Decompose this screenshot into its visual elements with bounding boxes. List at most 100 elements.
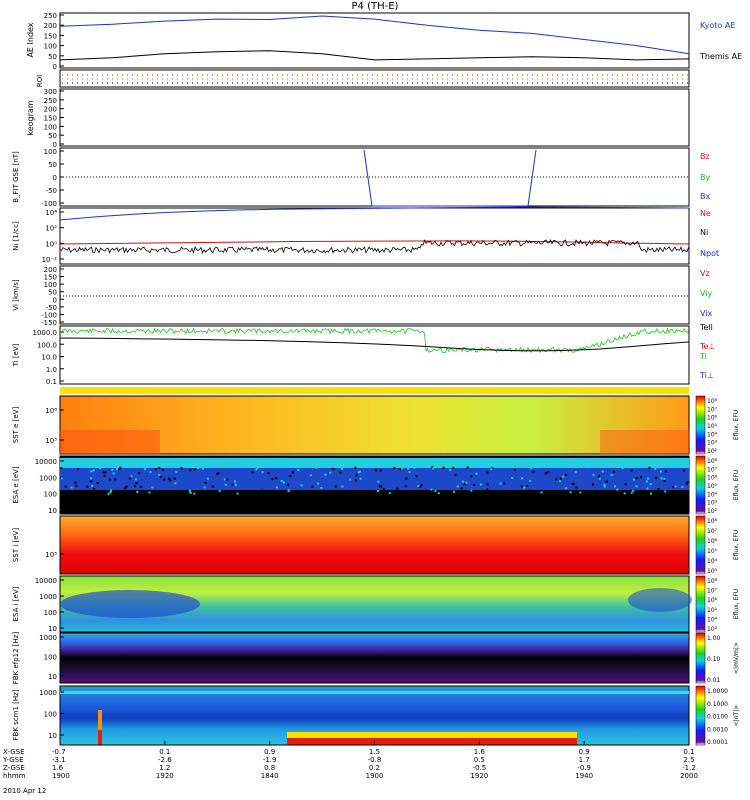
- esa-e-speckle: [169, 479, 172, 482]
- esa-e-speckle: [217, 472, 220, 475]
- x-tick-label: 0.2: [369, 764, 380, 772]
- x-tick-label: 1.7: [579, 756, 590, 764]
- y-tick-label: 100: [44, 123, 57, 131]
- esa-e-speckle: [287, 489, 290, 492]
- esa-i-panel: 10000 1000 100 10 ESA i [eV]: [12, 575, 692, 633]
- esa-e-speckle: [282, 481, 285, 484]
- x-tick-label: -3.1: [52, 756, 66, 764]
- esa-e-speckle: [574, 471, 577, 474]
- esa-e-speckle: [404, 485, 407, 488]
- y-tick-label: 200: [44, 22, 57, 30]
- esa-e-speckle: [102, 471, 105, 474]
- x-tick-label: 0.8: [264, 764, 275, 772]
- esa-e-speckle: [454, 473, 457, 476]
- esa-e-speckle: [431, 466, 434, 469]
- esa-e-speckle: [466, 492, 469, 495]
- colorbar-tick-label: 10⁴: [707, 616, 718, 623]
- esa-e-speckle: [174, 482, 177, 485]
- keogram-ylabel: keogram: [26, 100, 35, 135]
- sst-e-yticks: 10⁶ 10⁵: [45, 407, 64, 445]
- axis-date: 2010 Apr 12: [3, 787, 46, 795]
- esa-e-speckle: [536, 466, 539, 469]
- esa-e-speckle: [289, 475, 292, 477]
- esa-e-speckle: [90, 480, 93, 483]
- plot-title: P4 (TH-E): [352, 1, 399, 12]
- esa-e-speckle: [93, 487, 96, 490]
- esa-e-speckle: [528, 489, 531, 492]
- sst-e-panel: 10⁶ 10⁵ SST e [eV]: [12, 395, 690, 455]
- esa-e-speckle: [339, 466, 342, 469]
- y-tick-label: 10.0: [41, 354, 57, 362]
- esa-e-speckle: [138, 471, 141, 474]
- esa-e-speckle: [632, 489, 635, 492]
- colorbar-tick-label: 10⁵: [707, 423, 718, 430]
- colorbar-tick-label: 10⁷: [707, 406, 718, 413]
- esa-e-speckle: [501, 491, 504, 494]
- x-tick-label: -2.6: [158, 756, 172, 764]
- legend-ti: Ti: [699, 352, 707, 361]
- esa-e-speckle: [163, 478, 166, 481]
- esa-e-speckle: [579, 491, 582, 494]
- esa-e-speckle: [407, 467, 410, 470]
- status-strip: [60, 387, 689, 394]
- time-axis: X-GSEY-GSEZ-GSEhhmm-0.7-3.11.619000.1-2.…: [2, 741, 698, 780]
- esa-e-speckle: [478, 490, 481, 493]
- y-tick-label: 10: [48, 507, 57, 515]
- esa-e-speckle: [193, 468, 196, 471]
- esa-e-speckle: [645, 480, 648, 483]
- esa-e-speckle: [189, 469, 192, 472]
- esa-e-speckle: [377, 490, 380, 492]
- esa-e-speckle: [473, 483, 475, 486]
- y-tick-label: 1000: [39, 689, 57, 697]
- esa-e-speckle: [479, 483, 482, 486]
- esa-e-speckle: [261, 471, 264, 474]
- esa-e-speckle: [329, 471, 332, 474]
- colorbar-label: Eflux, EFU: [733, 589, 740, 619]
- fbk-e-panel: 1000 100 10 FBK efp12 [Hz]: [12, 632, 690, 684]
- esa-e-speckle: [511, 477, 514, 479]
- density-panel: 10⁴ 10² 10⁰ 10⁻² Ni [1/cc] Ne Ni Npot: [12, 206, 719, 265]
- esa-e-speckle: [103, 474, 106, 477]
- esa-e-speckle: [204, 482, 207, 484]
- esa-e-speckle: [486, 471, 489, 474]
- esa-e-speckle: [311, 485, 314, 488]
- esa-e-speckle: [555, 478, 558, 481]
- esa-e-speckle: [365, 490, 368, 493]
- x-tick-label: 1.6: [474, 748, 486, 756]
- esa-e-speckle: [236, 492, 239, 495]
- ae-ylabel: AE Index: [26, 22, 35, 57]
- esa-e-speckle: [603, 483, 606, 486]
- y-tick-label: 1000: [39, 634, 57, 642]
- colorbar-label: Eflux, EFU: [733, 530, 740, 560]
- esa-e-speckle: [139, 486, 142, 489]
- x-tick-label: 1.5: [369, 748, 380, 756]
- esa-e-speckle: [463, 483, 466, 485]
- esa-e-speckle: [159, 476, 162, 478]
- esa-e-speckle: [349, 478, 352, 481]
- colorbar-tick-label: 0.0100: [707, 714, 728, 721]
- esa-e-speckle: [339, 471, 342, 474]
- esa-e-speckle: [592, 483, 594, 486]
- esa-e-speckle: [134, 485, 136, 488]
- legend-themis-ae: Themis AE: [699, 52, 742, 61]
- legend-tell: Tell: [699, 323, 713, 332]
- esa-e-speckle: [77, 467, 80, 470]
- ae-frame: [59, 12, 690, 69]
- esa-e-speckle: [251, 471, 254, 474]
- colorbar-tick-label: 10⁷: [707, 528, 718, 535]
- legend-ne: Ne: [700, 209, 711, 218]
- esa-e-speckle: [125, 486, 128, 488]
- esa-e-speckle: [520, 485, 523, 488]
- esa-e-speckle: [223, 478, 226, 481]
- esa-e-speckle: [355, 479, 357, 482]
- sst-e-ylabel: SST e [eV]: [12, 406, 20, 443]
- esa-e-speckle: [646, 487, 649, 490]
- y-tick-label: 100: [44, 609, 57, 617]
- esa-e-speckle: [639, 476, 642, 479]
- colorbar-tick-label: 10²: [707, 448, 718, 455]
- axis-row-label: Y-GSE: [2, 756, 24, 764]
- esa-e-speckle: [601, 470, 604, 473]
- colorbar-tick-label: 10³: [707, 500, 718, 507]
- colorbar-tick-label: 1.0000: [707, 688, 728, 695]
